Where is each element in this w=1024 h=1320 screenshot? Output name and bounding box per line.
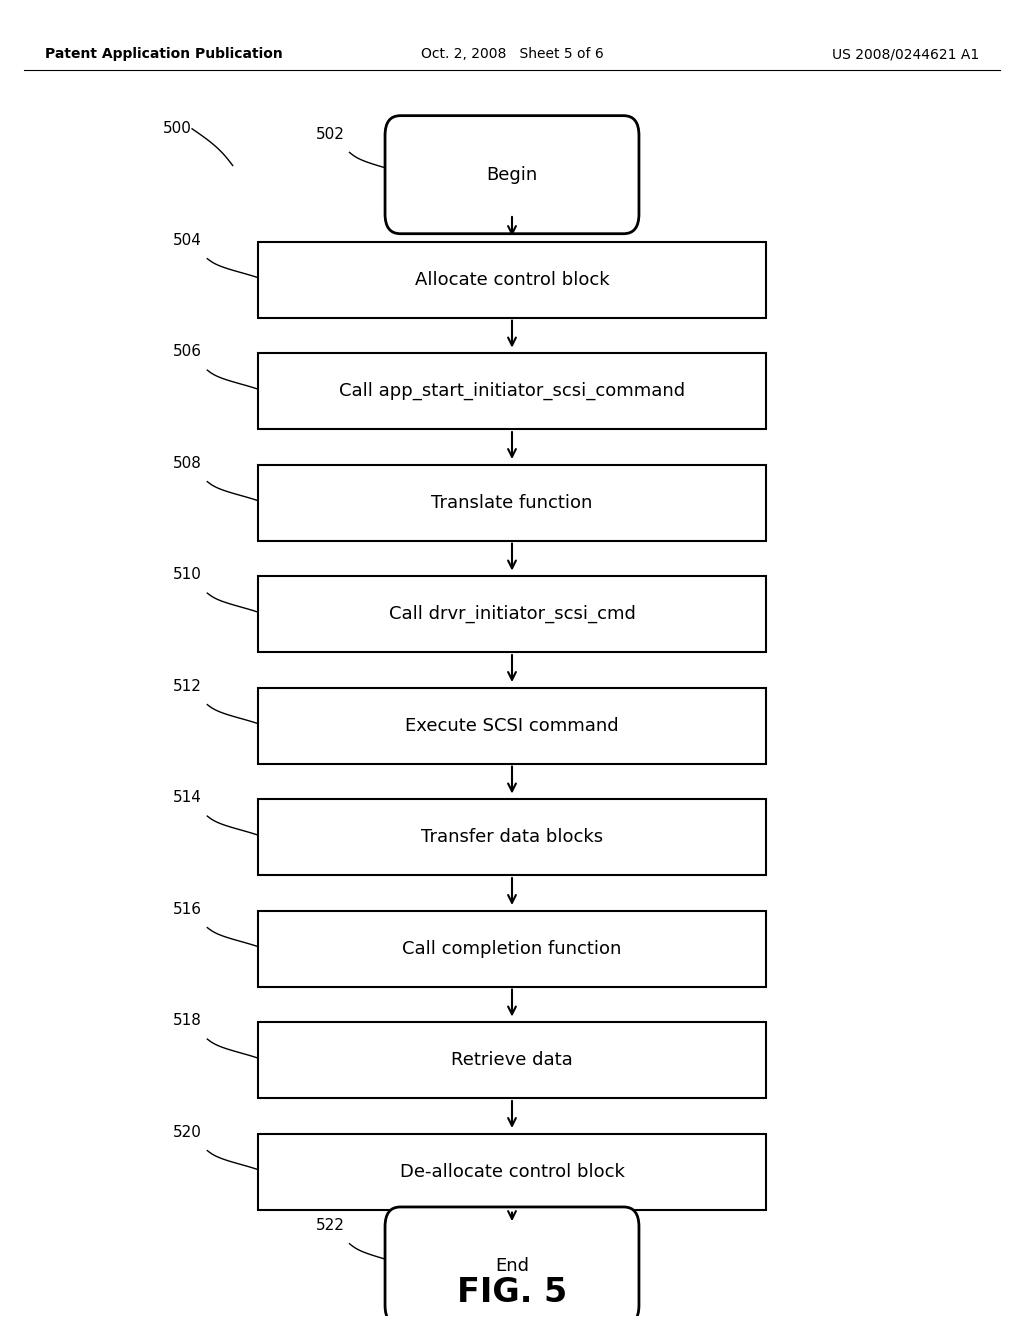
Bar [258,911,766,986]
Text: Retrieve data: Retrieve data [452,1051,572,1069]
Text: 512: 512 [173,678,202,694]
Text: 514: 514 [173,791,202,805]
Bar [258,1134,766,1209]
Text: Begin: Begin [486,166,538,183]
Text: Execute SCSI command: Execute SCSI command [406,717,618,735]
Bar [258,242,766,318]
Bar [258,688,766,764]
Text: 510: 510 [173,568,202,582]
Text: 508: 508 [173,455,202,471]
FancyBboxPatch shape [385,116,639,234]
Text: FIG. 5: FIG. 5 [457,1276,567,1309]
Text: Call app_start_initiator_scsi_command: Call app_start_initiator_scsi_command [339,381,685,400]
Text: Allocate control block: Allocate control block [415,271,609,289]
Text: Patent Application Publication: Patent Application Publication [45,48,283,61]
Text: 520: 520 [173,1125,202,1139]
Bar [258,799,766,875]
Text: Call completion function: Call completion function [402,940,622,957]
Text: 500: 500 [163,121,193,136]
Text: 506: 506 [173,345,202,359]
FancyBboxPatch shape [385,1206,639,1320]
Text: 518: 518 [173,1014,202,1028]
Text: Translate function: Translate function [431,494,593,512]
Text: US 2008/0244621 A1: US 2008/0244621 A1 [831,48,979,61]
Text: 516: 516 [173,902,202,916]
Text: Oct. 2, 2008   Sheet 5 of 6: Oct. 2, 2008 Sheet 5 of 6 [421,48,603,61]
Text: De-allocate control block: De-allocate control block [399,1163,625,1180]
Bar [258,465,766,541]
Bar [258,1022,766,1098]
Text: Transfer data blocks: Transfer data blocks [421,828,603,846]
Text: 502: 502 [315,127,344,141]
Text: 522: 522 [315,1218,344,1233]
Bar [258,576,766,652]
Text: Call drvr_initiator_scsi_cmd: Call drvr_initiator_scsi_cmd [388,605,636,623]
Text: 504: 504 [173,232,202,248]
Bar [258,352,766,429]
Text: End: End [495,1257,529,1275]
